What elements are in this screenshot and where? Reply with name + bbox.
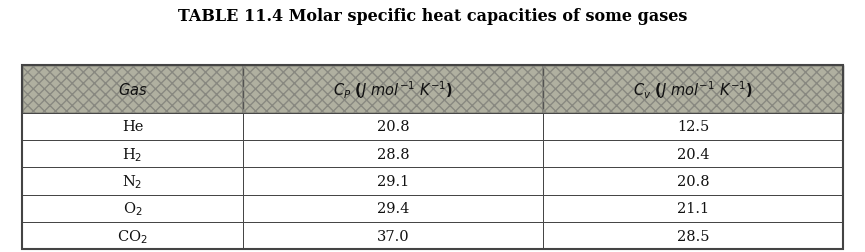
Bar	[543, 113, 843, 141]
Bar	[22, 222, 244, 249]
Bar	[543, 168, 843, 195]
Text: N$_2$: N$_2$	[122, 173, 143, 190]
Text: $\it{C_v}$ ($\it{J\ mol^{-1}\ K^{-1}}$): $\it{C_v}$ ($\it{J\ mol^{-1}\ K^{-1}}$)	[633, 79, 753, 100]
Bar	[543, 66, 843, 113]
Bar	[22, 66, 843, 249]
Bar	[22, 66, 244, 113]
Text: O$_2$: O$_2$	[123, 200, 143, 217]
Bar	[543, 195, 843, 222]
Text: 12.5: 12.5	[677, 120, 709, 134]
Text: CO$_2$: CO$_2$	[117, 227, 148, 245]
Bar	[244, 66, 543, 113]
Text: TABLE 11.4 Molar specific heat capacities of some gases: TABLE 11.4 Molar specific heat capacitie…	[178, 8, 687, 24]
Bar	[244, 168, 543, 195]
Bar	[543, 66, 843, 113]
Text: 20.8: 20.8	[377, 120, 410, 134]
Text: 28.5: 28.5	[677, 229, 709, 243]
Bar	[244, 113, 543, 141]
Bar	[244, 195, 543, 222]
Text: 37.0: 37.0	[377, 229, 410, 243]
Text: $\it{C_P}$ ($\it{J\ mol^{-1}\ K^{-1}}$): $\it{C_P}$ ($\it{J\ mol^{-1}\ K^{-1}}$)	[333, 79, 453, 100]
Text: $\it{Gas}$: $\it{Gas}$	[118, 81, 147, 98]
Text: 20.4: 20.4	[677, 147, 709, 161]
Bar	[244, 66, 543, 113]
Bar	[22, 168, 244, 195]
Bar	[543, 141, 843, 168]
Text: 29.4: 29.4	[377, 202, 410, 216]
Bar	[244, 222, 543, 249]
Text: H$_2$: H$_2$	[123, 145, 143, 163]
Text: 29.1: 29.1	[377, 174, 410, 188]
Bar	[22, 113, 244, 141]
Bar	[22, 141, 244, 168]
Text: He: He	[122, 120, 144, 134]
Bar	[22, 66, 244, 113]
Bar	[543, 222, 843, 249]
Text: 20.8: 20.8	[677, 174, 709, 188]
Bar	[244, 141, 543, 168]
Bar	[22, 195, 244, 222]
Text: 28.8: 28.8	[377, 147, 410, 161]
Text: 21.1: 21.1	[677, 202, 709, 216]
